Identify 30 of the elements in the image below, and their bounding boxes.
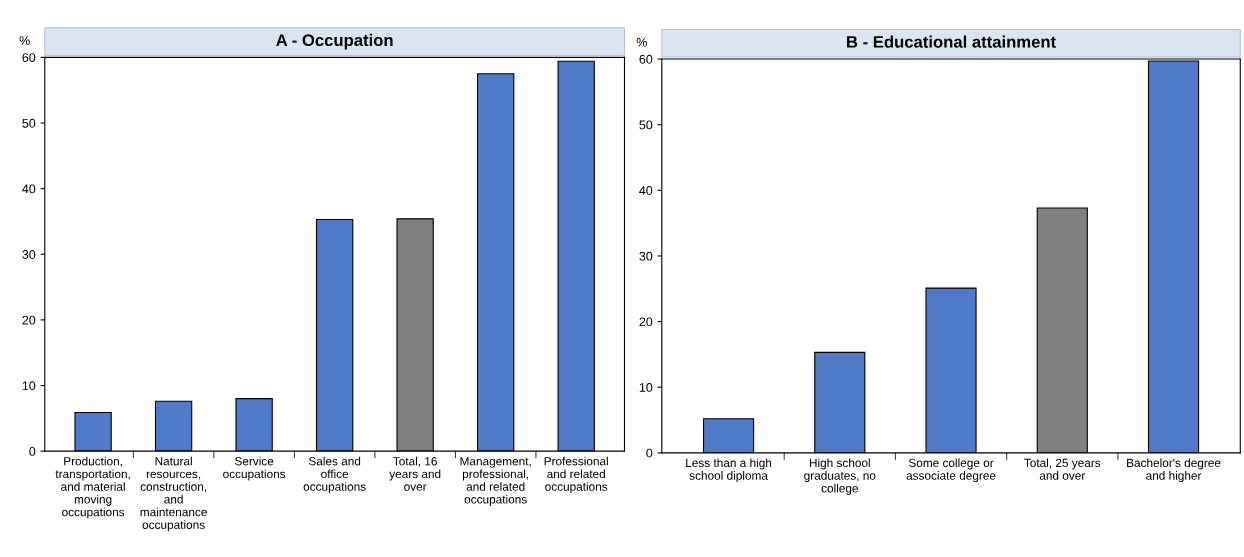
chart-title: B - Educational attainment [847,35,1056,48]
x-tick-label: Service occupations [223,456,286,481]
chart-title: A - Occupation [276,33,393,50]
x-tick-label: Professional and related occupations [544,456,608,494]
y-tick-label: 20 [22,315,36,325]
y-tick-label: 50 [639,120,653,130]
x-tick-label: Natural resources, construction, and maintenance occupations [140,456,207,532]
x-tick-label: Some college or associate degree [906,458,996,483]
y-tick-label: 60 [639,54,653,64]
x-tick-label: Bachelor's degree and higher [1127,458,1221,483]
y-axis-title: % [636,37,647,47]
x-tick-label: Sales and office occupations [303,456,366,494]
x-tick-label: Management, professional, and related occupations [460,457,531,506]
y-tick-label: 60 [22,53,36,63]
y-tick-label: 40 [22,184,36,194]
y-axis-title: % [19,36,30,45]
y-tick-label: 0 [29,446,36,456]
x-tick-label: Production, transportation, and material moving occupations [55,456,130,519]
y-tick-label: 10 [22,381,36,391]
y-tick-label: 30 [22,250,36,259]
y-tick-label: 0 [646,448,653,458]
x-tick-label: Total, 16 years and over [389,456,441,491]
x-tick-label: High school graduates, no college [804,458,876,495]
y-tick-label: 40 [639,186,653,195]
y-tick-label: 50 [22,118,36,128]
y-tick-label: 20 [639,317,653,327]
y-tick-label: 10 [639,383,653,392]
y-tick-label: 30 [639,251,653,261]
x-tick-label: Less than a high school diploma [686,458,772,483]
x-tick-label: Total, 25 years and over [1024,458,1101,480]
